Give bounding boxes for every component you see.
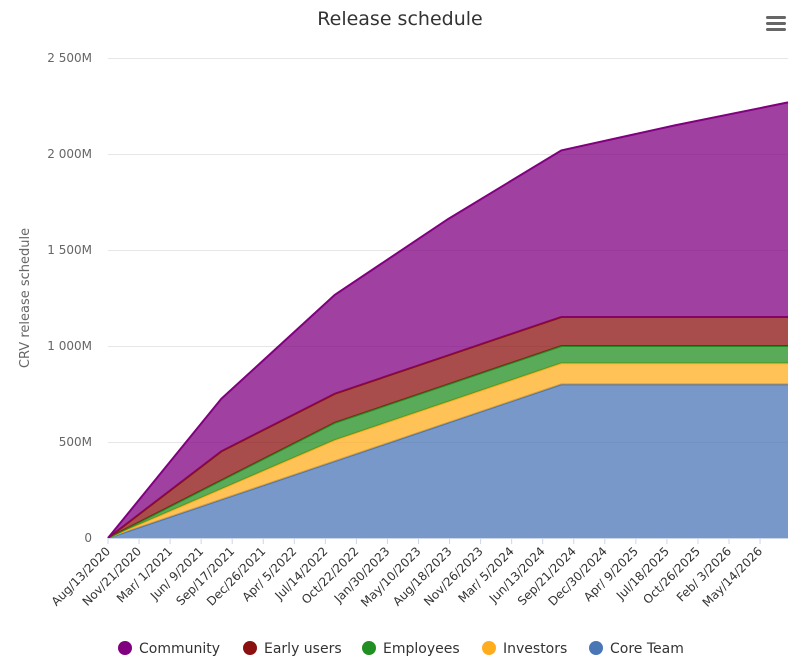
legend-label[interactable]: Core Team bbox=[610, 641, 684, 657]
legend-symbol[interactable] bbox=[243, 641, 257, 655]
y-axis-label: CRV release schedule bbox=[18, 228, 33, 368]
legend-label[interactable]: Investors bbox=[503, 641, 567, 657]
line-community bbox=[107, 101, 789, 539]
legend: Community Early users Employees Investors Co… bbox=[118, 641, 684, 657]
area-core-team bbox=[108, 384, 788, 538]
hamburger-menu-icon[interactable] bbox=[766, 16, 786, 31]
area-investors bbox=[108, 363, 788, 538]
menu-button[interactable] bbox=[762, 12, 790, 34]
chart-title: Release schedule bbox=[317, 8, 482, 30]
stacked-areas bbox=[107, 101, 789, 539]
legend-item-early-users[interactable]: Early users bbox=[243, 641, 342, 657]
legend-label[interactable]: Employees bbox=[383, 641, 460, 657]
y-tick-label: 0 bbox=[84, 531, 92, 545]
legend-label[interactable]: Community bbox=[139, 641, 220, 657]
legend-item-community[interactable]: Community bbox=[118, 641, 220, 657]
area-early-users bbox=[108, 317, 788, 538]
y-tick-label: 2 500M bbox=[47, 51, 92, 65]
y-tick-label: 1 000M bbox=[47, 339, 92, 353]
legend-symbol[interactable] bbox=[362, 641, 376, 655]
y-tick-label: 500M bbox=[59, 435, 92, 449]
legend-symbol[interactable] bbox=[589, 641, 603, 655]
legend-item-core-team[interactable]: Core Team bbox=[589, 641, 684, 657]
legend-symbol[interactable] bbox=[482, 641, 496, 655]
y-tick-label: 1 500M bbox=[47, 243, 92, 257]
y-axis-ticks: 0 500M 1 000M 1 500M 2 000M 2 500M bbox=[47, 51, 92, 545]
legend-symbol[interactable] bbox=[118, 641, 132, 655]
legend-label[interactable]: Early users bbox=[264, 641, 342, 657]
legend-item-employees[interactable]: Employees bbox=[362, 641, 460, 657]
area-community bbox=[108, 102, 788, 539]
y-tick-label: 2 000M bbox=[47, 147, 92, 161]
legend-item-investors[interactable]: Investors bbox=[482, 641, 567, 657]
